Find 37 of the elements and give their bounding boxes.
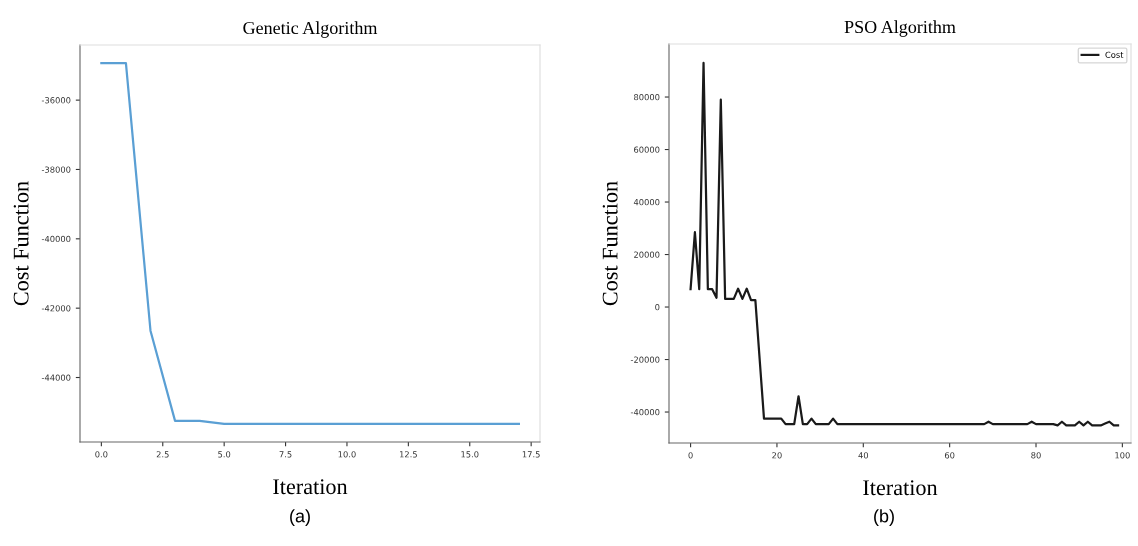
text: (a): [290, 509, 310, 526]
x-tick-label: 12.5: [400, 451, 417, 458]
x-tick-label: 7.5: [279, 451, 292, 458]
y-tick-label: -20000: [630, 356, 660, 363]
x-tick-label: 40: [858, 452, 869, 459]
chart-title: PSO Algorithm: [844, 20, 956, 37]
x-tick-label: 15.0: [461, 451, 479, 458]
y-axis-title: Cost Function: [602, 181, 618, 306]
x-axis-title: Iteration: [863, 480, 938, 496]
text: (b): [874, 509, 894, 526]
y-tick-label: -38000: [41, 166, 71, 173]
line-series: [689, 61, 1120, 427]
x-tick-label: 0: [688, 452, 693, 459]
y-tick-label: 20000: [634, 251, 660, 258]
y-tick-label: -40000: [41, 235, 71, 243]
legend-label: Cost: [1105, 51, 1124, 58]
x-tick-label: 20: [772, 452, 782, 459]
x-tick-label: 100: [1115, 452, 1130, 459]
x-axis-title: Iteration: [273, 479, 348, 495]
chart-title: Genetic Algorithm: [243, 21, 378, 38]
x-tick-label: 5.0: [218, 451, 231, 458]
y-axis-title: Cost Function: [13, 181, 29, 306]
x-tick-label: 80: [1031, 452, 1041, 459]
x-tick-label: 0.0: [95, 451, 108, 458]
y-tick-label: 0: [655, 304, 660, 311]
y-tick-label: -36000: [41, 97, 71, 104]
x-tick-label: 10.0: [338, 451, 356, 458]
y-tick-label: -42000: [41, 305, 71, 312]
y-tick-label: 60000: [634, 146, 660, 153]
line-series: [100, 61, 520, 426]
y-tick-label: -40000: [630, 409, 660, 416]
x-tick-label: 17.5: [522, 451, 540, 458]
x-tick-label: 60: [944, 452, 955, 459]
x-tick-label: 2.5: [156, 451, 169, 458]
y-tick-label: -44000: [41, 374, 71, 381]
y-tick-label: 80000: [634, 94, 660, 101]
y-tick-label: 40000: [633, 199, 660, 206]
